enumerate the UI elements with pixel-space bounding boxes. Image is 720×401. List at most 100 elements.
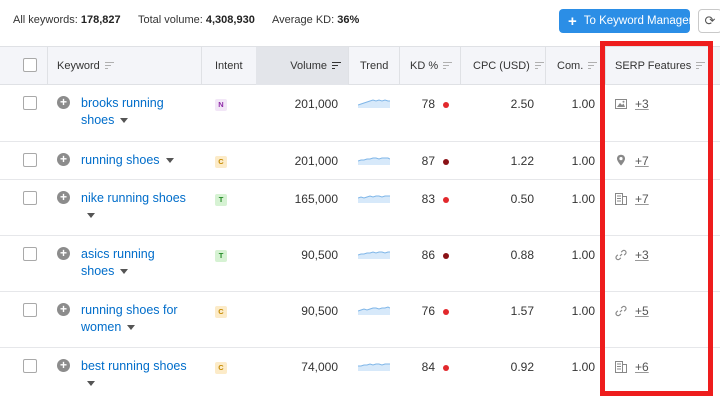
trend-sparkline bbox=[358, 195, 390, 203]
add-keyword-icon[interactable]: + bbox=[57, 359, 70, 372]
link-icon bbox=[615, 249, 627, 261]
sort-icon bbox=[443, 62, 453, 70]
chevron-down-icon[interactable] bbox=[127, 325, 136, 331]
column-header-kd[interactable]: KD % bbox=[410, 47, 453, 85]
kd-header-label: KD % bbox=[410, 60, 439, 72]
chevron-down-icon[interactable] bbox=[120, 118, 129, 124]
serp-features-highlight-box bbox=[600, 41, 713, 396]
kd-difficulty-dot bbox=[443, 365, 449, 371]
add-keyword-icon[interactable]: + bbox=[57, 96, 70, 109]
volume-value: 201,000 bbox=[294, 154, 338, 168]
volume-value: 90,500 bbox=[301, 248, 338, 262]
row-checkbox[interactable] bbox=[23, 153, 37, 167]
row-checkbox[interactable] bbox=[23, 191, 37, 205]
serp-more-link[interactable]: +3 bbox=[635, 248, 649, 262]
column-divider bbox=[545, 47, 546, 85]
cpc-header-label: CPC (USD) bbox=[473, 60, 530, 72]
kd-value: 78 bbox=[421, 97, 435, 111]
serp-more-link[interactable]: +6 bbox=[635, 360, 649, 374]
kd-difficulty-dot bbox=[443, 159, 449, 165]
add-keyword-icon[interactable]: + bbox=[57, 153, 70, 166]
com-value: 1.00 bbox=[571, 304, 595, 318]
link-icon bbox=[615, 305, 627, 317]
serp-more-link[interactable]: +7 bbox=[635, 192, 649, 206]
com-header-label: Com. bbox=[557, 60, 584, 72]
trend-header-label: Trend bbox=[360, 60, 389, 72]
column-divider bbox=[201, 47, 202, 85]
keyword-link[interactable]: asics running shoes bbox=[81, 246, 191, 280]
table-row: + running shoes C 201,000 87 1.22 1.00 +… bbox=[0, 142, 720, 180]
to-keyword-manager-label: To Keyword Manager bbox=[583, 15, 693, 27]
row-checkbox[interactable] bbox=[23, 303, 37, 317]
total-volume-stat: Total volume: 4,308,930 bbox=[138, 14, 255, 26]
volume-value: 165,000 bbox=[294, 192, 338, 206]
com-value: 1.00 bbox=[571, 97, 595, 111]
keyword-link[interactable]: nike running shoes bbox=[81, 190, 191, 224]
serp-more-link[interactable]: +7 bbox=[635, 154, 649, 168]
chevron-down-icon[interactable] bbox=[120, 269, 129, 275]
com-value: 1.00 bbox=[571, 360, 595, 374]
chevron-down-icon[interactable] bbox=[87, 213, 95, 219]
row-checkbox[interactable] bbox=[23, 359, 37, 373]
sort-icon bbox=[534, 62, 544, 70]
keyword-link[interactable]: running shoes bbox=[81, 152, 211, 169]
keyword-link[interactable]: brooks running shoes bbox=[81, 95, 191, 129]
kd-value: 84 bbox=[421, 360, 435, 374]
add-keyword-icon[interactable]: + bbox=[57, 247, 70, 260]
refresh-button[interactable]: ⟳ bbox=[698, 9, 720, 33]
com-value: 1.00 bbox=[571, 248, 595, 262]
average-kd-label: Average KD: bbox=[272, 14, 335, 26]
cpc-value: 1.57 bbox=[510, 304, 534, 318]
serp-header-label: SERP Features bbox=[615, 60, 692, 72]
serp-more-link[interactable]: +5 bbox=[635, 304, 649, 318]
volume-value: 201,000 bbox=[294, 97, 338, 111]
add-keyword-icon[interactable]: + bbox=[57, 303, 70, 316]
column-header-keyword[interactable]: Keyword bbox=[57, 47, 114, 85]
trend-sparkline bbox=[358, 157, 390, 165]
column-header-serp-features[interactable]: SERP Features bbox=[615, 47, 706, 85]
summary-bar: All keywords: 178,827 Total volume: 4,30… bbox=[0, 0, 720, 44]
to-keyword-manager-button[interactable]: + To Keyword Manager bbox=[559, 9, 693, 33]
volume-sort-highlight bbox=[256, 47, 348, 85]
column-header-com[interactable]: Com. bbox=[557, 47, 598, 85]
select-all-checkbox[interactable] bbox=[23, 58, 37, 72]
column-header-cpc[interactable]: CPC (USD) bbox=[473, 47, 544, 85]
image-icon bbox=[615, 99, 627, 109]
all-keywords-stat: All keywords: 178,827 bbox=[13, 14, 121, 26]
all-keywords-label: All keywords: bbox=[13, 14, 78, 26]
keyword-link[interactable]: running shoes for women bbox=[81, 302, 191, 336]
column-divider bbox=[399, 47, 400, 85]
column-header-volume[interactable]: Volume bbox=[256, 47, 341, 85]
kd-value: 76 bbox=[421, 304, 435, 318]
kd-difficulty-dot bbox=[443, 253, 449, 259]
table-row: + asics running shoes T 90,500 86 0.88 1… bbox=[0, 236, 720, 292]
column-divider bbox=[348, 47, 349, 85]
keyword-header-label: Keyword bbox=[57, 60, 100, 72]
column-header-intent: Intent bbox=[215, 47, 243, 85]
row-checkbox[interactable] bbox=[23, 96, 37, 110]
kd-value: 86 bbox=[421, 248, 435, 262]
average-kd-stat: Average KD: 36% bbox=[272, 14, 359, 26]
chevron-down-icon[interactable] bbox=[165, 158, 174, 164]
keyword-text: brooks running shoes bbox=[81, 96, 164, 127]
add-keyword-icon[interactable]: + bbox=[57, 191, 70, 204]
keyword-text: nike running shoes bbox=[81, 191, 186, 205]
keyword-link[interactable]: best running shoes bbox=[81, 358, 191, 392]
column-header-trend: Trend bbox=[360, 47, 388, 85]
serp-more-link[interactable]: +3 bbox=[635, 97, 649, 111]
map-pin-icon bbox=[617, 154, 625, 166]
intent-badge: T bbox=[215, 250, 227, 262]
intent-badge: C bbox=[215, 306, 227, 318]
chevron-down-icon[interactable] bbox=[87, 381, 95, 387]
knowledge-panel-icon bbox=[615, 193, 627, 205]
table-row: + nike running shoes T 165,000 83 0.50 1… bbox=[0, 180, 720, 236]
kd-value: 83 bbox=[421, 192, 435, 206]
intent-badge: N bbox=[215, 99, 227, 111]
cpc-value: 0.88 bbox=[510, 248, 534, 262]
sort-icon bbox=[696, 62, 706, 70]
volume-value: 90,500 bbox=[301, 304, 338, 318]
com-value: 1.00 bbox=[571, 154, 595, 168]
intent-header-label: Intent bbox=[215, 60, 243, 72]
column-divider bbox=[605, 47, 606, 85]
row-checkbox[interactable] bbox=[23, 247, 37, 261]
